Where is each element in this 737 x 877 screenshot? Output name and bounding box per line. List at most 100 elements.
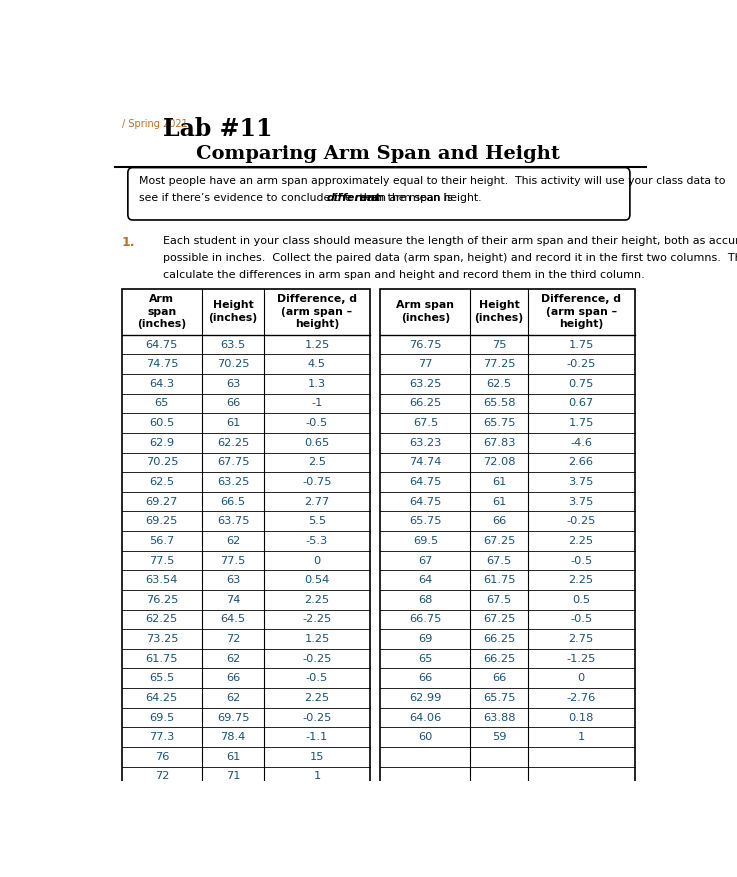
Text: 74: 74 [226,595,240,605]
Text: 64.75: 64.75 [409,477,441,487]
Text: 15: 15 [310,752,324,762]
Text: 2.25: 2.25 [568,536,594,545]
Text: 63.5: 63.5 [220,339,246,350]
Text: 64.25: 64.25 [146,693,178,703]
Text: 0.18: 0.18 [568,713,594,723]
Text: 66: 66 [492,517,506,526]
Text: 2.25: 2.25 [304,595,329,605]
Text: Height
(inches): Height (inches) [209,300,258,323]
Text: 76.75: 76.75 [409,339,441,350]
Text: 1.75: 1.75 [568,339,594,350]
Text: 62.5: 62.5 [150,477,175,487]
Text: 1.25: 1.25 [304,339,329,350]
Text: -4.6: -4.6 [570,438,592,447]
Text: 77: 77 [418,360,433,369]
Text: different: different [326,193,380,203]
Text: 67.75: 67.75 [217,457,249,467]
Text: -1.1: -1.1 [306,732,328,742]
Text: 2.66: 2.66 [569,457,593,467]
Text: 59: 59 [492,732,506,742]
Text: 77.25: 77.25 [483,360,515,369]
Text: -0.75: -0.75 [302,477,332,487]
Text: 62.25: 62.25 [146,615,178,624]
Text: 67.25: 67.25 [483,615,515,624]
Text: 63.75: 63.75 [217,517,249,526]
Text: 64.06: 64.06 [409,713,441,723]
Text: 3.75: 3.75 [568,477,594,487]
Text: 2.5: 2.5 [308,457,326,467]
Text: -0.5: -0.5 [570,615,593,624]
Text: -0.5: -0.5 [306,418,328,428]
Text: -5.3: -5.3 [306,536,328,545]
Text: 67.5: 67.5 [486,555,511,566]
Text: 63.88: 63.88 [483,713,515,723]
Text: 76.25: 76.25 [146,595,178,605]
Text: 74.74: 74.74 [409,457,441,467]
Text: 72: 72 [226,634,240,644]
Text: 74.75: 74.75 [146,360,178,369]
Text: 2.77: 2.77 [304,496,329,507]
Text: 0.54: 0.54 [304,575,329,585]
Text: 1.3: 1.3 [308,379,326,389]
Text: 64: 64 [419,575,433,585]
Text: 66.75: 66.75 [409,615,441,624]
Text: 65: 65 [155,398,169,409]
Text: 0.75: 0.75 [568,379,594,389]
Text: 60.5: 60.5 [150,418,175,428]
Text: 0: 0 [578,674,584,683]
Text: 66.25: 66.25 [483,653,515,664]
Text: 3.75: 3.75 [568,496,594,507]
Text: 63.54: 63.54 [146,575,178,585]
Text: 75: 75 [492,339,506,350]
Text: 62.25: 62.25 [217,438,249,447]
Text: 65.58: 65.58 [483,398,515,409]
Text: 77.3: 77.3 [149,732,175,742]
Text: Arm
span
(inches): Arm span (inches) [137,294,186,330]
Text: 69.27: 69.27 [146,496,178,507]
Text: 64.75: 64.75 [146,339,178,350]
Text: Lab #11: Lab #11 [163,117,272,141]
Text: 67: 67 [418,555,433,566]
Text: -1: -1 [311,398,323,409]
Text: 66.5: 66.5 [220,496,245,507]
Text: 67.5: 67.5 [413,418,438,428]
Text: 63.23: 63.23 [409,438,441,447]
Text: 0.5: 0.5 [572,595,590,605]
Text: 63.25: 63.25 [217,477,249,487]
Text: 65.75: 65.75 [409,517,441,526]
Text: 64.75: 64.75 [409,496,441,507]
Text: 4.5: 4.5 [308,360,326,369]
Text: 60: 60 [418,732,433,742]
Text: 78.4: 78.4 [220,732,246,742]
Text: 77.5: 77.5 [149,555,175,566]
Text: -0.25: -0.25 [302,713,332,723]
Text: 1.: 1. [122,236,135,249]
Text: 68: 68 [418,595,433,605]
Text: -0.5: -0.5 [306,674,328,683]
Text: 61: 61 [226,418,240,428]
Text: 62.99: 62.99 [409,693,441,703]
Text: 62.9: 62.9 [150,438,175,447]
Text: 66.25: 66.25 [483,634,515,644]
Text: Comparing Arm Span and Height: Comparing Arm Span and Height [196,146,559,163]
Text: 65.75: 65.75 [483,418,515,428]
Text: 63: 63 [226,575,240,585]
Text: 0: 0 [313,555,321,566]
Text: 61: 61 [492,496,506,507]
Text: 62: 62 [226,653,240,664]
Text: Height
(inches): Height (inches) [475,300,523,323]
Text: 0.67: 0.67 [568,398,594,409]
Text: 67.5: 67.5 [486,595,511,605]
Text: 1: 1 [313,772,321,781]
Text: 69.5: 69.5 [413,536,438,545]
Text: Difference, d
(arm span –
height): Difference, d (arm span – height) [541,294,621,330]
Text: 65.75: 65.75 [483,693,515,703]
Text: / Spring 2021: / Spring 2021 [122,119,187,129]
Text: 64.5: 64.5 [220,615,245,624]
Text: 62.5: 62.5 [486,379,511,389]
Text: 56.7: 56.7 [150,536,175,545]
Text: 72.08: 72.08 [483,457,515,467]
Text: 66: 66 [492,674,506,683]
Text: 77.5: 77.5 [220,555,246,566]
Text: 61.75: 61.75 [483,575,515,585]
